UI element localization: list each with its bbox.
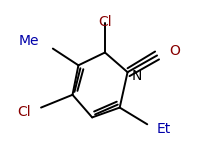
Text: O: O xyxy=(168,44,179,58)
Text: Cl: Cl xyxy=(18,104,31,118)
Text: Cl: Cl xyxy=(98,15,111,29)
Text: N: N xyxy=(131,69,141,83)
Text: Me: Me xyxy=(19,34,39,48)
Text: Et: Et xyxy=(156,122,171,136)
